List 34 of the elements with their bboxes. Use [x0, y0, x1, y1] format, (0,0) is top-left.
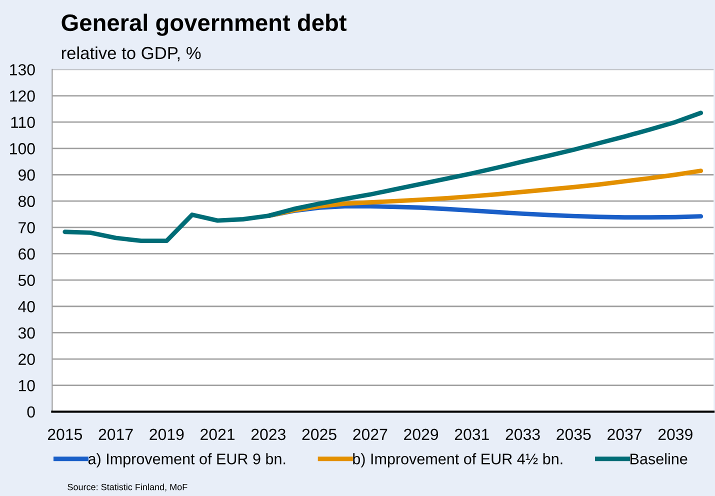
- y-tick-label: 30: [18, 327, 35, 339]
- legend-label: b) Improvement of EUR 4½ bn.: [353, 453, 562, 468]
- legend-label: Baseline: [630, 453, 688, 464]
- chart-title: General government debt: [62, 14, 347, 36]
- y-tick-label: 120: [10, 90, 35, 102]
- y-tick-label: 110: [11, 116, 35, 128]
- x-tick-label: 2029: [404, 428, 438, 440]
- x-tick-label: 2019: [150, 428, 184, 440]
- y-tick-label: 70: [18, 222, 35, 234]
- y-tick-label: 60: [18, 248, 35, 260]
- y-tick-label: 100: [10, 143, 35, 154]
- x-tick-label: 2021: [200, 428, 235, 440]
- x-tick-label: 2031: [454, 428, 489, 440]
- x-tick-label: 2037: [608, 428, 642, 440]
- y-tick-label: 80: [18, 196, 35, 208]
- x-tick-label: 2035: [556, 428, 591, 440]
- y-tick-label: 20: [18, 354, 35, 365]
- x-tick-label: 2015: [48, 428, 82, 440]
- x-tick-label: 2033: [506, 428, 540, 440]
- y-tick-label: 0: [27, 406, 35, 418]
- x-tick-label: 2017: [98, 428, 133, 440]
- y-tick-label: 130: [10, 64, 35, 76]
- line-series: [62, 110, 704, 244]
- x-tick-label: 2025: [302, 428, 336, 440]
- y-tick-label: 10: [18, 380, 35, 392]
- y-tick-label: 40: [18, 301, 35, 312]
- legend-label: a) Improvement of EUR 9 bn.: [88, 453, 286, 468]
- chart-subtitle: relative to GDP, %: [62, 46, 201, 62]
- x-tick-label: 2027: [353, 428, 388, 440]
- y-tick-label: 90: [18, 169, 35, 181]
- x-tick-label: 2023: [251, 428, 286, 440]
- y-tick-label: 50: [18, 274, 35, 286]
- source-note: Source: Statistic Finland, MoF: [68, 484, 188, 492]
- x-tick-label: 2039: [658, 428, 692, 440]
